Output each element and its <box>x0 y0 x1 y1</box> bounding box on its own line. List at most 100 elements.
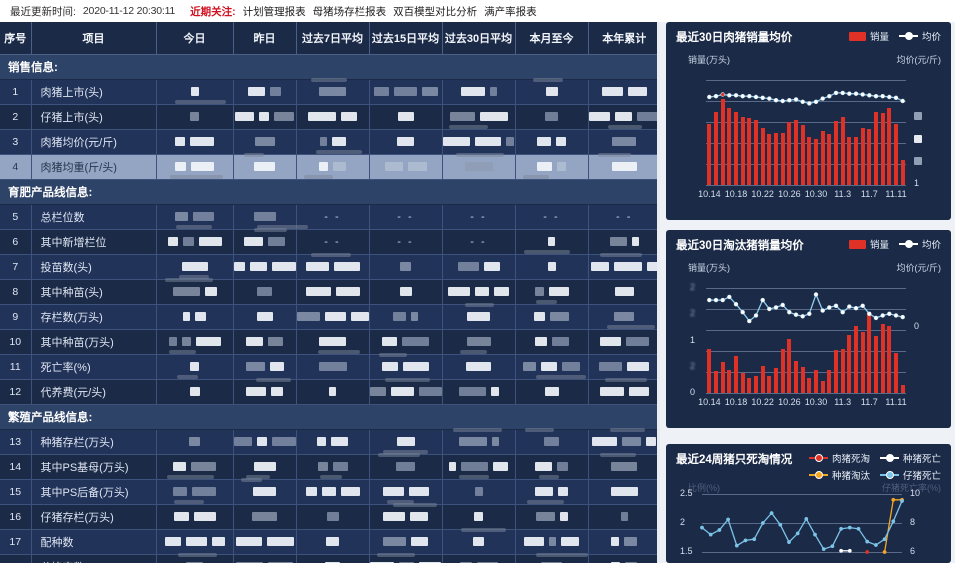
row-label[interactable]: 存栏数(万头) <box>31 304 157 330</box>
bar[interactable] <box>887 325 892 393</box>
row-label[interactable]: 肉猪均价(元/斤) <box>31 129 157 155</box>
link-capacity-rate-report[interactable]: 满产率报表 <box>484 5 537 18</box>
bar[interactable] <box>880 113 885 185</box>
chart2-legend-item[interactable]: 仔猪死亡 <box>879 468 941 482</box>
row-label[interactable]: 其中PS后备(万头) <box>31 479 157 505</box>
bar[interactable] <box>800 125 805 185</box>
table-row[interactable]: 4 肉猪均重(斤/头) <box>0 152 657 180</box>
row-label[interactable]: 其中PS基母(万头) <box>31 454 157 480</box>
table-row[interactable]: 1 肉猪上市(头) <box>0 77 657 105</box>
bar[interactable] <box>767 376 772 393</box>
table-row[interactable]: 7 投苗数(头) <box>0 252 657 280</box>
link-double-hundred-model-analysis[interactable]: 双百模型对比分析 <box>393 5 478 18</box>
table-row[interactable]: 13 种猪存栏(万头) <box>0 427 657 455</box>
row-label[interactable]: 投苗数(头) <box>31 254 157 280</box>
bar[interactable] <box>840 349 845 393</box>
report-table-panel[interactable]: 序号 项目 今日 昨日 过去7日平均 过去15日平均 过去30日平均 本月至今 本年累计 销售信… <box>0 22 660 563</box>
bar[interactable] <box>713 370 719 393</box>
table-row[interactable]: 16 仔猪存栏(万头) <box>0 502 657 530</box>
bar[interactable] <box>813 138 819 185</box>
table-col-header-5[interactable]: 过去15日平均 <box>369 22 443 55</box>
bar[interactable] <box>847 334 852 393</box>
table-row[interactable]: 9 存栏数(万头) <box>0 302 657 330</box>
chart1-legend-item[interactable]: 销量 <box>848 237 889 251</box>
bar[interactable] <box>780 133 785 185</box>
bar[interactable] <box>840 117 845 185</box>
row-label[interactable]: 其中种苗(万头) <box>31 329 157 355</box>
table-row[interactable]: 6 其中新增栏位 - -- -- - <box>0 227 657 255</box>
bar[interactable] <box>820 380 825 393</box>
bar[interactable] <box>800 367 805 393</box>
bar[interactable] <box>740 117 745 185</box>
bar[interactable] <box>793 360 799 393</box>
bar[interactable] <box>773 132 779 185</box>
bar[interactable] <box>767 134 772 185</box>
chart2-legend-item[interactable]: 种猪淘汰 <box>808 468 870 482</box>
bar[interactable] <box>747 117 752 185</box>
table-col-header-1[interactable]: 项目 <box>31 22 157 55</box>
row-label[interactable]: 总栏位数 <box>31 204 157 230</box>
table-col-header-7[interactable]: 本月至今 <box>515 22 589 55</box>
table-row[interactable]: 3 肉猪均价(元/斤) <box>0 129 657 155</box>
row-label[interactable]: 死亡率(%) <box>31 354 157 380</box>
chart-panel-cull-sales[interactable]: 最近30日淘汰猪销量均价 销量 均价 销量(万头) 均价(元/斤) 10.14 10… <box>666 230 951 428</box>
link-sow-farm-inventory-report[interactable]: 母猪场存栏报表 <box>312 5 387 18</box>
chart-panel-mortality[interactable]: 最近24周猪只死淘情况 肉猪死淘 种猪死亡 种猪淘汰 仔猪死亡 比例(%) 仔猪死亡率… <box>666 444 951 563</box>
bar[interactable] <box>813 370 819 393</box>
bar[interactable] <box>807 136 812 185</box>
bar[interactable] <box>807 377 812 393</box>
bar[interactable] <box>887 108 892 185</box>
link-plan-management-report[interactable]: 计划管理报表 <box>242 5 306 18</box>
table-row[interactable]: 18分娩窝数 <box>0 552 657 563</box>
bar[interactable] <box>760 127 765 185</box>
bar[interactable] <box>860 331 865 393</box>
bar[interactable] <box>733 355 739 393</box>
bar[interactable] <box>747 377 752 393</box>
table-col-header-8[interactable]: 本年累计 <box>588 22 657 55</box>
row-label[interactable]: 其中新增栏位 <box>31 229 157 255</box>
bar[interactable] <box>793 119 799 185</box>
bar[interactable] <box>833 121 839 185</box>
table-row[interactable]: 5 总栏位数 - -- -- -- -- - <box>0 204 657 230</box>
bar[interactable] <box>720 361 725 393</box>
bar[interactable] <box>893 123 899 185</box>
row-label[interactable]: 其中种苗(头) <box>31 279 157 305</box>
table-row[interactable]: 8 其中种苗(头) <box>0 277 657 305</box>
table-row[interactable]: 17 配种数 <box>0 527 657 555</box>
row-label[interactable]: 肉猪上市(头) <box>31 79 157 105</box>
table-col-header-2[interactable]: 今日 <box>156 22 234 55</box>
bar[interactable] <box>893 353 899 393</box>
chart1-legend-item[interactable]: 均价 <box>898 237 941 251</box>
table-col-header-6[interactable]: 过去30日平均 <box>442 22 516 55</box>
bar[interactable] <box>900 384 905 393</box>
bar[interactable] <box>847 136 852 185</box>
bar[interactable] <box>827 134 832 185</box>
bar[interactable] <box>760 365 765 393</box>
bar[interactable] <box>753 119 759 185</box>
bar[interactable] <box>873 335 879 393</box>
bar[interactable] <box>867 129 872 185</box>
chart2-legend-item[interactable]: 种猪死亡 <box>879 451 941 465</box>
bar[interactable] <box>787 122 792 185</box>
bar[interactable] <box>720 99 725 185</box>
bar[interactable] <box>873 111 879 185</box>
table-row[interactable]: 12 代养费(元/头) <box>0 377 657 405</box>
bar[interactable] <box>833 350 839 393</box>
bar[interactable] <box>707 349 712 393</box>
bar[interactable] <box>740 372 745 393</box>
bar[interactable] <box>853 325 859 393</box>
table-col-header-3[interactable]: 昨日 <box>233 22 297 55</box>
row-label[interactable]: 仔猪存栏(万头) <box>31 504 157 530</box>
chart2-legend-item[interactable]: 肉猪死淘 <box>808 451 870 465</box>
bar[interactable] <box>787 338 792 393</box>
bar[interactable] <box>860 128 865 185</box>
table-row[interactable]: 14 其中PS基母(万头) <box>0 452 657 480</box>
bar[interactable] <box>853 137 859 185</box>
bar[interactable] <box>820 131 825 185</box>
table-row[interactable]: 2 仔猪上市(头) <box>0 104 657 130</box>
row-label[interactable]: 仔猪上市(头) <box>31 104 157 130</box>
row-label[interactable]: 肉猪均重(斤/头) <box>31 154 157 180</box>
bar[interactable] <box>707 123 712 185</box>
bar[interactable] <box>773 367 779 393</box>
chart-panel-hog-sales[interactable]: 最近30日肉猪销量均价 销量 均价 销量(万头) 均价(元/斤) 10.14 10.… <box>666 22 951 220</box>
